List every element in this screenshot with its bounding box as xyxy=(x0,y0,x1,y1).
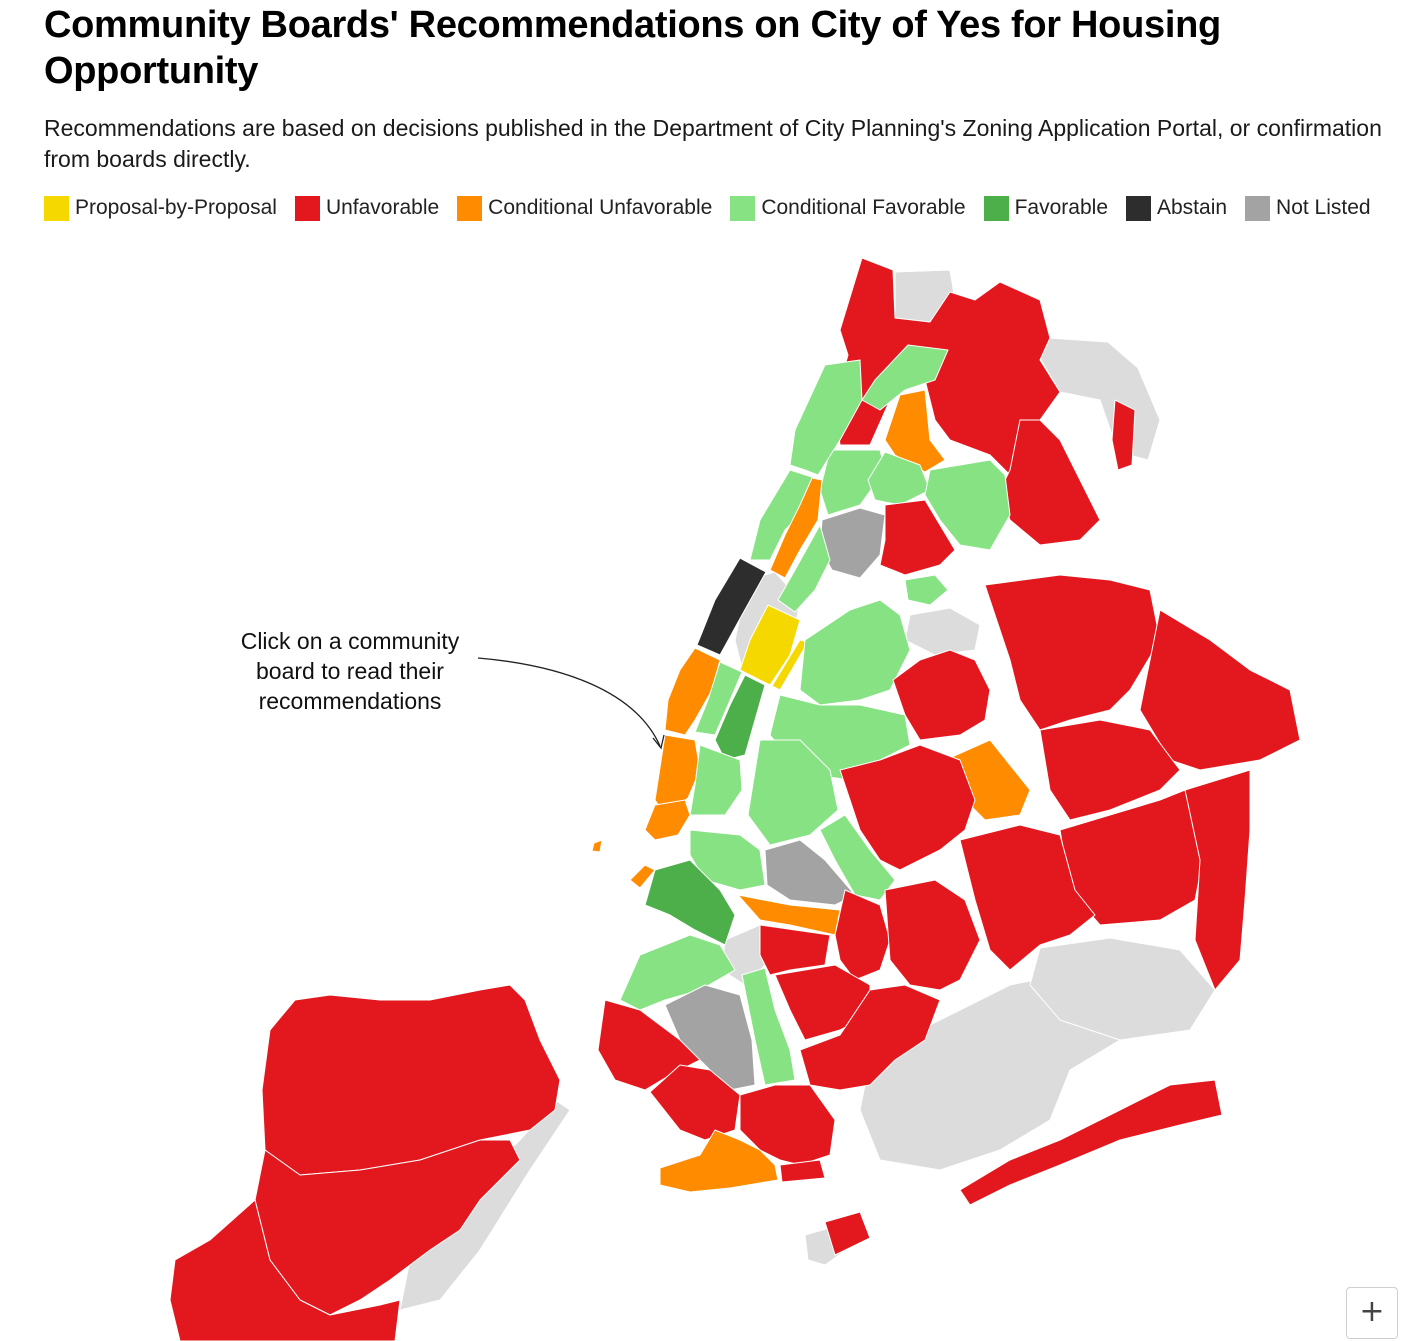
board-manhattan-harlem-cu[interactable] xyxy=(769,477,823,579)
legend-swatch xyxy=(1126,195,1151,221)
board-governors-island[interactable] xyxy=(629,864,656,889)
annotation-arrow xyxy=(477,657,661,747)
board-queens-ridgewood[interactable] xyxy=(839,744,976,871)
board-manhattan-fidi-cu[interactable] xyxy=(644,799,691,841)
legend: Proposal-by-Proposal Unfavorable Conditi… xyxy=(44,195,1371,221)
legend-label: Conditional Favorable xyxy=(761,196,966,219)
community-boards[interactable] xyxy=(169,257,1301,1341)
zoom-in-button[interactable]: + xyxy=(1346,1287,1398,1339)
board-manhattan-upper-west-abstain[interactable] xyxy=(696,557,767,656)
legend-swatch xyxy=(294,195,320,221)
board-bronx-mott-haven[interactable] xyxy=(819,507,886,579)
legend-label: Unfavorable xyxy=(325,196,440,219)
board-brooklyn-gravesend[interactable] xyxy=(649,1064,741,1141)
page-subtitle: Recommendations are based on decisions p… xyxy=(44,115,1382,172)
board-brooklyn-greenpoint[interactable] xyxy=(747,739,839,846)
board-brooklyn-midwood[interactable] xyxy=(741,967,796,1086)
board-manhattan-upper-east-yellow[interactable] xyxy=(739,604,801,686)
board-brooklyn-east-ny[interactable] xyxy=(834,889,891,981)
legend-label: Abstain xyxy=(1157,196,1228,219)
board-brooklyn-red-hook-fav[interactable] xyxy=(644,859,736,946)
board-bronx-northeast-cf[interactable] xyxy=(861,344,949,411)
board-bronx-cu[interactable] xyxy=(884,389,946,473)
legend-item-conditional-unfavorable: Conditional Unfavorable xyxy=(457,195,713,221)
annotation-arrowhead xyxy=(652,734,665,750)
board-queens-queens-village[interactable] xyxy=(1184,769,1251,991)
board-rikers-island[interactable] xyxy=(904,574,949,606)
board-manhattan-midtown[interactable] xyxy=(694,661,743,736)
board-bronx-soundview[interactable] xyxy=(924,459,1011,551)
board-queens-bayside[interactable] xyxy=(1139,609,1301,771)
jamaica-bay-land xyxy=(859,974,1121,1171)
legend-swatch xyxy=(457,195,483,221)
board-brooklyn-sheepshead[interactable] xyxy=(739,1084,836,1166)
board-manhattan-washington-heights[interactable] xyxy=(789,359,863,476)
board-bronx-hunts-point[interactable] xyxy=(879,499,956,576)
legend-item-not-listed: Not Listed xyxy=(1245,195,1371,221)
board-brooklyn-coney-island-cu[interactable] xyxy=(659,1129,779,1193)
laguardia-land xyxy=(904,607,981,656)
legend-label: Proposal-by-Proposal xyxy=(75,196,277,219)
board-liberty-island[interactable] xyxy=(591,839,603,853)
board-queens-rockaway-west[interactable] xyxy=(824,1211,871,1256)
board-manhattan-village-cu[interactable] xyxy=(654,734,701,816)
legend-label: Conditional Unfavorable xyxy=(488,196,713,219)
board-manhattan-lower-east[interactable] xyxy=(689,744,743,816)
legend-item-unfavorable: Unfavorable xyxy=(294,195,440,221)
board-manhattan-east-harlem[interactable] xyxy=(777,524,831,613)
legend-item-favorable: Favorable xyxy=(983,195,1108,221)
board-queens-jackson-heights[interactable] xyxy=(892,649,991,741)
map-annotation: Click on a community board to read their… xyxy=(240,628,460,714)
board-city-island[interactable] xyxy=(1111,399,1136,471)
board-queens-flushing[interactable] xyxy=(984,574,1161,731)
jfk-airport-land xyxy=(1029,937,1216,1041)
nyc-community-board-map xyxy=(169,257,1301,1341)
legend-swatch xyxy=(1245,195,1271,221)
board-staten-south-shore[interactable] xyxy=(169,1199,401,1341)
board-brooklyn-canarsie[interactable] xyxy=(799,984,941,1091)
board-brooklyn-flatbush[interactable] xyxy=(759,924,831,976)
board-queens-fresh-meadows[interactable] xyxy=(1039,719,1181,821)
board-brooklyn-cypress[interactable] xyxy=(884,879,981,991)
legend-swatch xyxy=(730,195,756,221)
legend-item-abstain: Abstain xyxy=(1126,195,1228,221)
board-brooklyn-manhattan-beach[interactable] xyxy=(779,1159,826,1183)
board-manhattan-murray-hill-fav[interactable] xyxy=(714,674,766,761)
board-brooklyn-downtown[interactable] xyxy=(689,829,766,891)
legend-item-proposal-by-proposal: Proposal-by-Proposal xyxy=(44,195,277,221)
legend-label: Favorable xyxy=(1014,196,1108,219)
board-queens-rockaway[interactable] xyxy=(959,1079,1223,1206)
board-queens-south-ozone[interactable] xyxy=(959,824,1096,971)
legend-label: Not Listed xyxy=(1276,196,1371,219)
page-title: Community Boards' Recommendations on Cit… xyxy=(44,4,1221,92)
legend-swatch xyxy=(983,195,1009,221)
legend-item-conditional-favorable: Conditional Favorable xyxy=(730,195,966,221)
legend-swatch xyxy=(44,195,69,221)
board-queens-astoria[interactable] xyxy=(799,599,911,706)
